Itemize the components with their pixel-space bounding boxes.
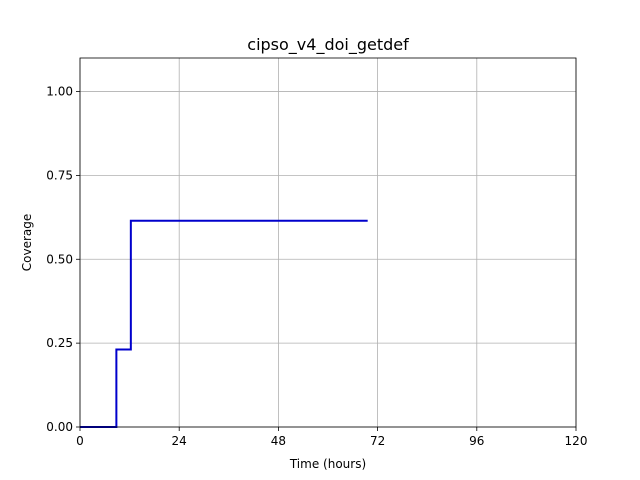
plot-area-background	[80, 58, 576, 427]
y-axis: 0.00 0.25 0.50 0.75 1.00	[46, 85, 80, 434]
y-tick-label: 0.00	[46, 420, 73, 434]
x-axis: 0 24 48 72 96 120	[76, 427, 587, 448]
y-tick-label: 1.00	[46, 85, 73, 99]
plot-frame	[79, 57, 577, 428]
x-tick-label: 120	[565, 434, 588, 448]
x-tick-label: 48	[271, 434, 286, 448]
x-tick-label: 96	[469, 434, 484, 448]
x-axis-label: Time (hours)	[289, 457, 366, 471]
y-tick-label: 0.50	[46, 252, 73, 266]
x-tick-label: 0	[76, 434, 84, 448]
y-tick-label: 0.25	[46, 336, 73, 350]
x-tick-label: 72	[370, 434, 385, 448]
y-axis-label: Coverage	[20, 214, 34, 272]
x-tick-label: 24	[172, 434, 187, 448]
chart-title: cipso_v4_doi_getdef	[247, 35, 409, 55]
grid	[79, 58, 577, 428]
y-tick-label: 0.75	[46, 168, 73, 182]
